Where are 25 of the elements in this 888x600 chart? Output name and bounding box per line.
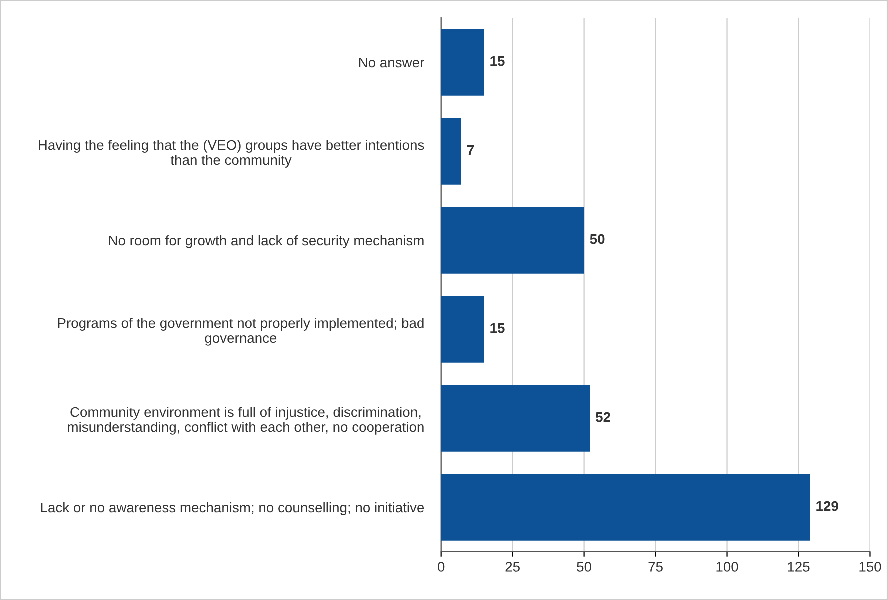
bar xyxy=(441,385,590,452)
x-tick-label: 150 xyxy=(860,562,882,572)
y-tick-label: Having the feeling that the (VEO) groups have better intentions than the community xyxy=(39,140,424,168)
data-label: 15 xyxy=(490,56,505,66)
data-label: 50 xyxy=(590,234,605,244)
x-tick-label: 125 xyxy=(788,562,810,572)
x-tick-label: 75 xyxy=(648,562,663,572)
x-tick-label: 0 xyxy=(438,562,445,572)
bar xyxy=(441,474,810,541)
bar xyxy=(441,118,462,185)
y-tick-label: Lack or no awareness mechanism; no counselling; no initiative xyxy=(41,502,424,516)
x-tick-label: 100 xyxy=(716,562,738,572)
data-label: 129 xyxy=(816,501,838,512)
bar xyxy=(441,296,484,363)
y-tick-label: Programs of the government not properly implemented; bad governance xyxy=(58,318,424,346)
bar xyxy=(441,29,484,96)
data-label: 15 xyxy=(490,324,505,334)
x-tick-label: 50 xyxy=(577,562,592,572)
data-label: 7 xyxy=(468,146,474,156)
data-label: 52 xyxy=(596,412,610,422)
x-tick-label: 25 xyxy=(506,562,520,572)
bar xyxy=(441,207,584,274)
y-tick-label: No answer xyxy=(359,58,424,68)
y-tick-label: Community environment is full of injustice, discrimination, misunderstanding, conflict with each other, no cooperation xyxy=(68,406,424,435)
y-tick-label: No room for growth and lack of security mechanism xyxy=(109,235,424,248)
